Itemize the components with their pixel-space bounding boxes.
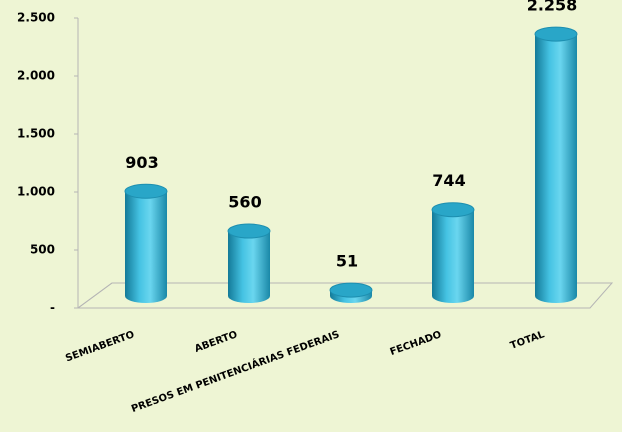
bar bbox=[125, 191, 167, 296]
value-label: 744 bbox=[432, 171, 465, 190]
bar bbox=[432, 209, 474, 296]
floor-edge bbox=[77, 282, 113, 309]
bar-bottom bbox=[228, 289, 270, 303]
y-tick-label: 2.500 bbox=[17, 11, 55, 25]
value-label: 51 bbox=[336, 252, 358, 271]
bar bbox=[228, 231, 270, 296]
y-tick-label: 1.500 bbox=[17, 127, 55, 141]
bar-bottom bbox=[432, 289, 474, 303]
value-label: 560 bbox=[228, 193, 261, 212]
bar-bottom bbox=[535, 289, 577, 303]
value-label: 2.258 bbox=[527, 0, 578, 15]
bar-top bbox=[431, 202, 475, 218]
bar-top bbox=[329, 282, 373, 298]
y-tick-label: - bbox=[50, 301, 55, 315]
y-tick-label: 1.000 bbox=[17, 185, 55, 199]
value-label: 903 bbox=[125, 153, 158, 172]
y-tick-label: 2.000 bbox=[17, 69, 55, 83]
bar-bottom bbox=[125, 289, 167, 303]
bar-top bbox=[227, 223, 271, 239]
bar bbox=[535, 34, 577, 297]
bar-top bbox=[534, 26, 578, 42]
y-tick-label: 500 bbox=[30, 243, 55, 257]
bar-top bbox=[124, 183, 168, 199]
